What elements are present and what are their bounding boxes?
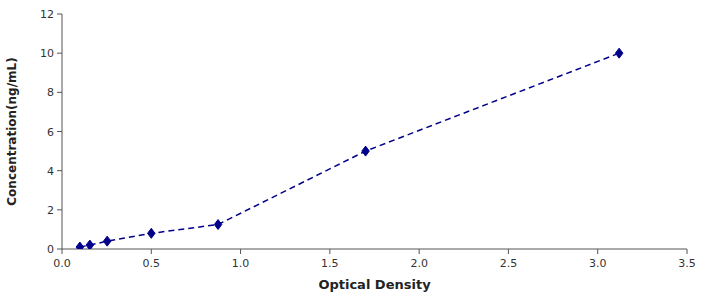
- data-point: [103, 236, 111, 246]
- plot-area: [76, 48, 623, 249]
- x-axis-line: [62, 249, 687, 250]
- x-tick: [419, 249, 420, 254]
- x-tick-label: 1.5: [321, 257, 339, 270]
- y-tick: [57, 14, 62, 15]
- x-tick-label: 2.5: [500, 257, 518, 270]
- x-axis-label: Optical Density: [318, 277, 431, 292]
- x-tick: [240, 249, 241, 254]
- y-tick: [57, 131, 62, 132]
- data-point: [86, 240, 94, 249]
- data-point: [76, 242, 84, 249]
- y-tick: [57, 249, 62, 250]
- y-tick: [57, 170, 62, 171]
- y-axis-label: Concentration(ng/mL): [5, 57, 19, 205]
- chart-container: 0.0 0.5 1.0 1.5 2.0 2.5 3.0 3.5 0 2 4 6 8 10 12 Optical…: [0, 0, 705, 297]
- data-point: [214, 220, 222, 230]
- y-tick-label: 8: [47, 86, 54, 99]
- y-tick-label: 12: [40, 8, 54, 21]
- x-tick-label: 3.5: [678, 257, 696, 270]
- y-tick-label: 10: [40, 47, 54, 60]
- x-tick-label: 3.0: [589, 257, 607, 270]
- x-tick-label: 0.5: [143, 257, 161, 270]
- data-point: [615, 48, 623, 58]
- chart: 0.0 0.5 1.0 1.5 2.0 2.5 3.0 3.5 0 2 4 6 8 10 12 Optical…: [0, 0, 705, 297]
- x-tick: [62, 249, 63, 254]
- data-line: [80, 53, 619, 247]
- x-tick-label: 0.0: [53, 257, 71, 270]
- y-tick-label: 6: [47, 126, 54, 139]
- x-tick-label: 1.0: [232, 257, 250, 270]
- y-tick: [57, 209, 62, 210]
- y-tick-label: 0: [47, 243, 54, 256]
- x-tick: [151, 249, 152, 254]
- y-tick-label: 4: [47, 165, 54, 178]
- x-tick: [329, 249, 330, 254]
- y-tick: [57, 92, 62, 93]
- x-tick: [597, 249, 598, 254]
- data-point: [148, 228, 156, 238]
- y-tick-label: 2: [47, 204, 54, 217]
- data-point: [362, 146, 370, 156]
- y-tick: [57, 53, 62, 54]
- x-tick: [687, 249, 688, 254]
- x-tick-label: 2.0: [410, 257, 428, 270]
- x-tick: [508, 249, 509, 254]
